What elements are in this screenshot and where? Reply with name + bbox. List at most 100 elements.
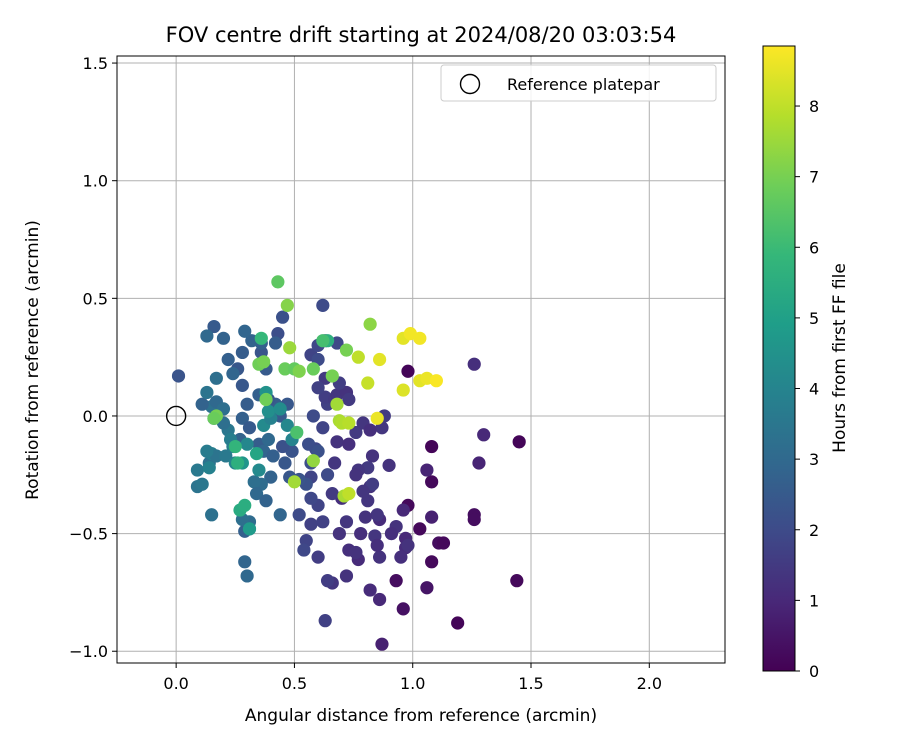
data-point xyxy=(316,515,330,529)
data-point xyxy=(358,510,373,524)
data-point xyxy=(512,435,526,449)
data-point xyxy=(231,456,245,470)
data-point xyxy=(249,447,264,461)
data-point xyxy=(226,367,240,381)
data-point xyxy=(249,487,264,501)
data-point xyxy=(221,352,235,367)
x-tick-label: 0.0 xyxy=(163,674,188,693)
data-point xyxy=(370,411,384,425)
data-point xyxy=(252,463,266,477)
data-point xyxy=(240,569,254,583)
data-point xyxy=(259,494,273,508)
grid-lines xyxy=(117,56,725,663)
data-point xyxy=(200,329,214,343)
data-point xyxy=(316,334,330,348)
data-point xyxy=(259,392,273,407)
data-point xyxy=(207,319,221,334)
data-point xyxy=(396,503,410,517)
data-point xyxy=(467,512,481,527)
data-point xyxy=(339,515,354,529)
data-point xyxy=(325,487,339,501)
colorbar-tick-label: 8 xyxy=(809,97,819,116)
y-tick-label: 0.0 xyxy=(83,407,108,426)
data-point xyxy=(276,439,290,454)
x-tick-label: 1.5 xyxy=(518,674,543,693)
y-tick-label: 0.5 xyxy=(83,289,108,308)
data-point xyxy=(242,421,257,435)
data-point xyxy=(228,439,242,454)
data-point xyxy=(370,508,384,522)
data-point xyxy=(271,275,285,289)
colorbar-tick-label: 5 xyxy=(809,309,819,328)
data-point xyxy=(209,371,223,385)
data-point xyxy=(311,381,325,395)
colorbar-tick-label: 3 xyxy=(809,450,819,469)
legend-label-reference: Reference platepar xyxy=(507,75,660,94)
data-point xyxy=(342,487,356,501)
data-point xyxy=(351,350,365,364)
data-points xyxy=(171,275,526,651)
x-tick-label: 0.5 xyxy=(282,674,307,693)
data-point xyxy=(238,324,252,338)
data-point xyxy=(413,331,427,345)
data-point xyxy=(306,454,320,468)
data-point xyxy=(278,362,292,376)
data-point xyxy=(280,418,294,432)
data-point xyxy=(235,411,249,425)
data-point xyxy=(451,616,465,630)
data-point xyxy=(205,508,219,522)
data-point xyxy=(349,468,363,482)
data-point xyxy=(472,456,486,470)
data-point xyxy=(238,555,252,569)
data-point xyxy=(297,543,311,557)
y-tick-label: 1.5 xyxy=(83,54,108,73)
data-point xyxy=(420,581,434,595)
data-point xyxy=(195,477,209,491)
data-point xyxy=(290,425,304,440)
data-point xyxy=(436,536,451,550)
data-point xyxy=(325,369,339,383)
data-point xyxy=(389,574,403,588)
colorbar-ticks: 0 1 2 3 4 5 6 7 8 xyxy=(795,97,819,681)
data-point xyxy=(273,402,287,416)
data-point xyxy=(302,437,316,451)
data-point xyxy=(254,331,268,345)
data-point xyxy=(425,555,439,569)
x-axis-ticks: 0.0 0.5 1.0 1.5 2.0 xyxy=(163,663,662,693)
chart-title: FOV centre drift starting at 2024/08/20 … xyxy=(166,23,677,47)
data-point xyxy=(413,522,427,536)
colorbar-tick-label: 6 xyxy=(809,238,819,257)
data-point xyxy=(420,463,434,477)
colorbar-label: Hours from first FF file xyxy=(830,263,850,453)
reference-platepar-marker xyxy=(165,405,187,427)
colorbar-gradient xyxy=(762,45,796,672)
data-point xyxy=(276,310,290,324)
data-point xyxy=(394,550,408,564)
data-point xyxy=(171,369,186,383)
data-point xyxy=(356,484,370,498)
data-point xyxy=(425,475,439,489)
data-point xyxy=(280,298,294,312)
data-point xyxy=(328,456,342,470)
data-point xyxy=(320,468,335,482)
data-point xyxy=(316,421,330,435)
legend: Reference platepar xyxy=(440,64,717,102)
data-point xyxy=(382,458,396,472)
y-tick-label: 1.0 xyxy=(83,172,108,191)
data-point xyxy=(287,475,302,489)
data-point xyxy=(363,317,377,331)
data-point xyxy=(510,574,524,588)
data-point xyxy=(363,423,377,437)
legend-marker-reference xyxy=(459,73,481,95)
colorbar-tick-label: 2 xyxy=(809,521,819,540)
data-point xyxy=(273,508,287,522)
data-point xyxy=(342,392,356,407)
data-point xyxy=(261,432,276,447)
colorbar-tick-label: 7 xyxy=(809,168,819,187)
data-point xyxy=(304,491,318,505)
legend-box xyxy=(440,64,717,102)
data-point xyxy=(200,444,214,458)
data-point xyxy=(361,376,375,390)
data-point xyxy=(429,374,443,388)
data-point xyxy=(425,510,439,524)
